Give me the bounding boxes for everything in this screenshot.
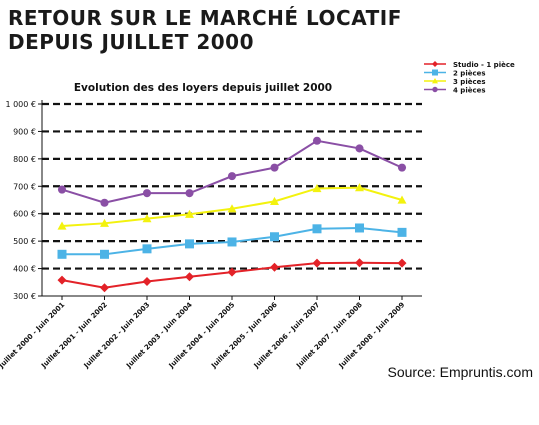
y-tick-label: 700 € bbox=[13, 182, 36, 191]
data-point-circle bbox=[270, 163, 279, 172]
data-point-diamond bbox=[397, 258, 407, 268]
data-point-diamond bbox=[432, 61, 438, 67]
data-point-square bbox=[227, 237, 237, 247]
data-point-square bbox=[270, 232, 279, 242]
legend-label: 2 pièces bbox=[453, 70, 486, 78]
y-tick-label: 500 € bbox=[13, 237, 36, 246]
data-point-square bbox=[397, 227, 407, 237]
data-point-diamond bbox=[312, 258, 322, 268]
y-tick-label: 400 € bbox=[13, 265, 36, 274]
data-point-diamond bbox=[57, 275, 67, 285]
data-point-square bbox=[432, 69, 438, 76]
data-point-diamond bbox=[270, 262, 279, 272]
data-point-square bbox=[185, 239, 194, 249]
series-3 bbox=[57, 183, 407, 230]
legend-label: 3 pièces bbox=[453, 78, 486, 86]
series-1 bbox=[57, 258, 407, 293]
data-point-square bbox=[142, 244, 152, 254]
y-tick-label: 600 € bbox=[13, 210, 36, 219]
legend-label: 4 pièces bbox=[453, 87, 486, 95]
data-point-diamond bbox=[227, 267, 237, 277]
data-point-triangle bbox=[100, 218, 109, 227]
y-tick-label: 900 € bbox=[13, 127, 36, 136]
data-point-diamond bbox=[100, 283, 109, 293]
data-point-triangle bbox=[57, 221, 67, 230]
data-point-triangle bbox=[397, 195, 407, 204]
data-point-square bbox=[355, 223, 364, 233]
y-tick-label: 1 000 € bbox=[5, 100, 36, 109]
source-credit: Source: Empruntis.com bbox=[387, 364, 534, 380]
series-lines bbox=[57, 136, 407, 293]
data-point-square bbox=[57, 249, 67, 259]
data-point-circle bbox=[185, 189, 194, 198]
data-point-circle bbox=[57, 185, 67, 194]
data-point-circle bbox=[432, 86, 438, 93]
data-point-circle bbox=[397, 163, 407, 172]
data-point-diamond bbox=[142, 276, 152, 286]
chart-title: Evolution des des loyers depuis juillet … bbox=[74, 82, 332, 94]
y-tick-label: 800 € bbox=[13, 155, 36, 164]
headline-line-1: RETOUR SUR LE MARCHÉ LOCATIF bbox=[8, 6, 402, 30]
data-point-triangle bbox=[432, 78, 438, 84]
data-point-square bbox=[312, 224, 322, 234]
data-point-triangle bbox=[227, 204, 237, 213]
data-point-circle bbox=[227, 172, 237, 181]
data-point-circle bbox=[142, 189, 152, 198]
legend-label: Studio - 1 pièce bbox=[453, 61, 515, 69]
data-point-circle bbox=[312, 136, 322, 145]
data-point-triangle bbox=[185, 209, 194, 218]
x-tick-label: Juillet 2000 - Juin 2001 bbox=[0, 301, 67, 371]
data-point-triangle bbox=[355, 183, 364, 192]
axes bbox=[38, 100, 422, 300]
headline-line-2: DEPUIS JUILLET 2000 bbox=[8, 30, 255, 54]
series-4 bbox=[57, 136, 407, 207]
y-tick-label: 300 € bbox=[13, 292, 36, 301]
data-point-square bbox=[100, 249, 109, 259]
plot-area-background bbox=[40, 78, 425, 298]
data-point-diamond bbox=[355, 258, 364, 268]
data-point-circle bbox=[355, 144, 364, 153]
series-2 bbox=[57, 223, 407, 259]
data-point-triangle bbox=[142, 214, 152, 223]
data-point-diamond bbox=[185, 272, 194, 282]
y-axis-tick-labels: 300 € 400 € 500 € 600 € 700 € 800 € 900 € 1 000… bbox=[5, 100, 36, 301]
data-point-triangle bbox=[312, 183, 322, 193]
data-point-triangle bbox=[270, 196, 279, 205]
data-point-circle bbox=[100, 198, 109, 207]
